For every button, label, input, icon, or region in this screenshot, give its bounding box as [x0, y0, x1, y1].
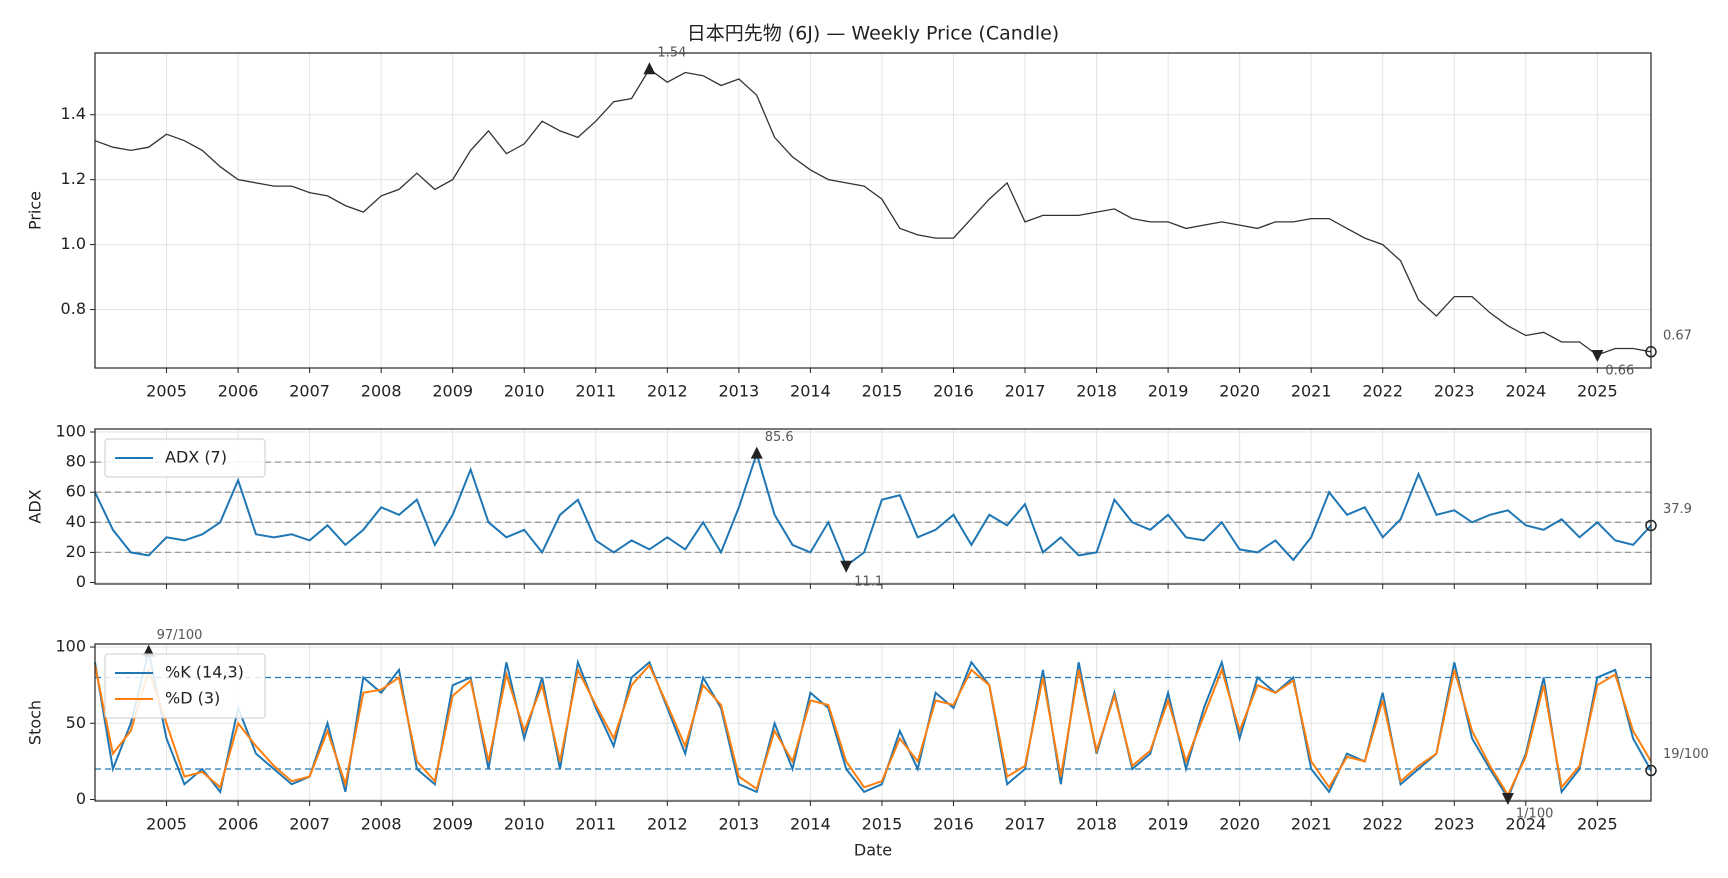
plot-frame	[94, 52, 1652, 369]
annotation-label: 97/100	[157, 628, 203, 643]
last-marker	[1645, 346, 1657, 358]
x-tick-label: 2009	[432, 815, 473, 834]
x-tick-label: 2018	[1076, 382, 1117, 401]
x-tick-label: 2024	[1505, 382, 1546, 401]
min-marker	[1591, 350, 1604, 363]
legend-box	[104, 438, 266, 478]
y-axis-label: ADX	[26, 489, 45, 523]
x-tick-label: 2008	[361, 382, 402, 401]
x-tick-label: 2024	[1505, 815, 1546, 834]
x-tick-label: 2017	[1005, 815, 1046, 834]
annotation-label: 37.9	[1663, 502, 1692, 517]
y-axis-label: Stoch	[26, 700, 45, 745]
x-axis-label: Date	[854, 841, 892, 860]
x-tick-label: 2023	[1434, 382, 1475, 401]
x-tick-label: 2011	[575, 815, 616, 834]
x-tick-label: 2022	[1362, 382, 1403, 401]
plot-frame	[94, 428, 1652, 585]
x-tick-label: 2007	[289, 815, 330, 834]
x-tick-label: 2016	[933, 382, 974, 401]
min-marker	[1501, 792, 1514, 805]
x-tick-label: 2022	[1362, 815, 1403, 834]
x-tick-label: 2019	[1148, 382, 1189, 401]
x-tick-label: 2015	[862, 382, 903, 401]
x-tick-label: 2006	[218, 382, 259, 401]
x-tick-label: 2021	[1291, 815, 1332, 834]
legend-label: %K (14,3)	[165, 663, 244, 682]
x-tick-label: 2014	[790, 382, 831, 401]
x-tick-label: 2021	[1291, 382, 1332, 401]
y-tick-label: 80	[66, 452, 86, 471]
x-tick-label: 2013	[719, 815, 760, 834]
y-tick-label: 100	[55, 637, 86, 656]
x-tick-label: 2017	[1005, 382, 1046, 401]
chart-title: 日本円先物 (6J) — Weekly Price (Candle)	[687, 23, 1059, 45]
y-tick-label: 1.4	[61, 104, 86, 123]
max-marker	[750, 446, 763, 459]
x-tick-label: 2025	[1577, 815, 1618, 834]
x-tick-label: 2018	[1076, 815, 1117, 834]
x-tick-label: 2019	[1148, 815, 1189, 834]
annotation-label: 0.66	[1605, 364, 1634, 379]
x-tick-label: 2007	[289, 382, 330, 401]
annotation-label: 85.6	[765, 430, 794, 445]
legend-label: ADX (7)	[165, 448, 227, 467]
y-tick-label: 0.8	[61, 299, 86, 318]
legend-label: %D (3)	[165, 689, 220, 708]
y-tick-label: 0	[76, 789, 86, 808]
plot-frame	[94, 643, 1652, 802]
x-tick-label: 2016	[933, 815, 974, 834]
series-line	[94, 68, 1652, 356]
x-tick-label: 2008	[361, 815, 402, 834]
x-tick-label: 2010	[504, 815, 545, 834]
x-tick-label: 2012	[647, 815, 688, 834]
y-tick-label: 1.2	[61, 169, 86, 188]
x-tick-label: 2020	[1219, 382, 1260, 401]
annotation-label: 0.67	[1663, 328, 1692, 343]
x-tick-label: 2013	[719, 382, 760, 401]
y-tick-label: 1.0	[61, 234, 86, 253]
y-tick-label: 60	[66, 482, 86, 501]
x-tick-label: 2005	[146, 815, 187, 834]
y-tick-label: 20	[66, 542, 86, 561]
x-tick-label: 2005	[146, 382, 187, 401]
x-tick-label: 2020	[1219, 815, 1260, 834]
y-tick-label: 50	[66, 713, 86, 732]
min-marker	[840, 560, 853, 573]
last-marker	[1645, 519, 1657, 532]
series-line	[94, 651, 1652, 801]
annotation-label: 11.1	[854, 574, 883, 589]
x-tick-label: 2025	[1577, 382, 1618, 401]
annotation-label: 1/100	[1516, 806, 1553, 821]
max-marker	[643, 62, 656, 75]
series-line	[94, 450, 1652, 568]
x-tick-label: 2015	[862, 815, 903, 834]
x-tick-label: 2014	[790, 815, 831, 834]
annotation-label: 1.54	[657, 46, 686, 61]
annotation-label: 19/100	[1663, 747, 1709, 762]
y-tick-label: 100	[55, 422, 86, 441]
legend-box	[104, 653, 266, 719]
x-tick-label: 2006	[218, 815, 259, 834]
series-line	[94, 663, 1652, 797]
x-tick-label: 2010	[504, 382, 545, 401]
x-tick-label: 2009	[432, 382, 473, 401]
y-tick-label: 40	[66, 512, 86, 531]
y-tick-label: 0	[76, 572, 86, 591]
last-marker	[1645, 764, 1657, 777]
x-tick-label: 2023	[1434, 815, 1475, 834]
x-tick-label: 2012	[647, 382, 688, 401]
x-tick-label: 2011	[575, 382, 616, 401]
y-axis-label: Price	[26, 191, 45, 230]
